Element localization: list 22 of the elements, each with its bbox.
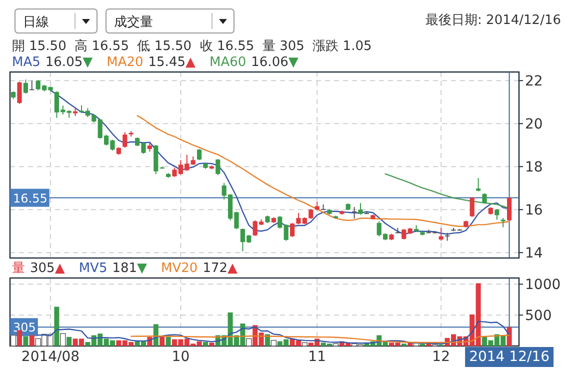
ytick: 16 [525, 202, 543, 219]
legend: MA5 16.05▼ MA20 15.45▲ MA60 16.06▼ [12, 55, 298, 70]
ytick: 20 [525, 116, 543, 133]
x-tick-label: 10 [172, 349, 190, 365]
chart-title: 最後日期: 2014/12/16 [426, 13, 561, 28]
chart-subtitle: 開 15.50 高 16.55 低 15.50 收 16.55 量 305 漲跌 1.05 [12, 38, 372, 54]
x-tick-label: 2014 12/16 [469, 349, 550, 365]
ref-label: 16.55 [10, 188, 50, 207]
ytick: 18 [525, 160, 543, 176]
ref-line-label: 16.55 [13, 191, 48, 206]
legend: 量 305▲ MV5 181▼ MV20 172▲ [12, 261, 238, 276]
ytick: 1000 [525, 277, 561, 294]
ytick: 14 [525, 246, 543, 262]
x-tick-label: 12 [432, 349, 450, 365]
ytick: 500 [525, 308, 552, 324]
ref-line-label: 305 [13, 320, 36, 335]
ytick: 22 [525, 74, 543, 90]
control: 成交量 [106, 8, 234, 34]
x-tick-label: 2014/08 [21, 349, 80, 365]
control: 日線 [14, 8, 98, 34]
ref-label: 305 [10, 318, 38, 336]
x-tick-label: 11 [308, 349, 326, 365]
